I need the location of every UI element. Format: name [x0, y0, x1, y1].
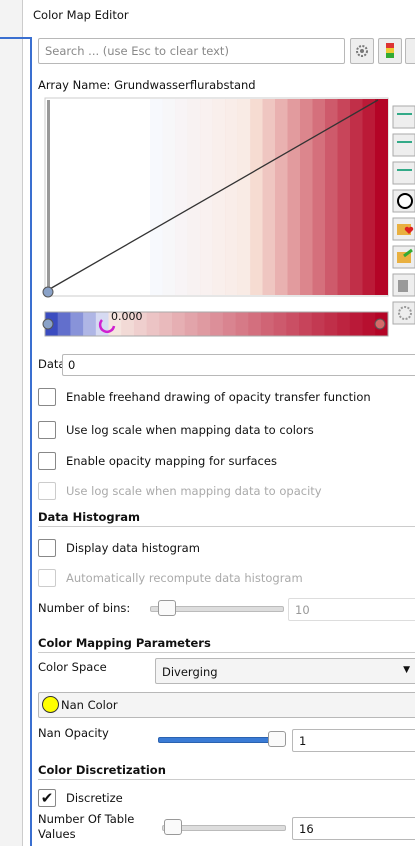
colorbar-segment — [121, 312, 135, 336]
checkbox[interactable] — [38, 539, 56, 557]
colorbar-segment — [95, 312, 110, 336]
colorbar-segment — [184, 312, 198, 336]
colorbar-segment — [222, 312, 237, 336]
colorbar-segment — [146, 312, 160, 336]
colorbar-segment — [299, 312, 313, 336]
colorbar-segment — [324, 312, 338, 336]
checkbox-label: Enable opacity mapping for surfaces — [66, 454, 277, 468]
panel-title: Color Map Editor — [33, 8, 129, 22]
color-band — [300, 99, 313, 295]
colorbar-label: 0.000 — [111, 310, 143, 323]
colorbar-segment — [311, 312, 325, 336]
dock-line — [30, 37, 32, 846]
color-band — [350, 99, 363, 295]
colorbar-segment — [349, 312, 364, 336]
slider-knob[interactable] — [164, 819, 182, 835]
color-band — [275, 99, 288, 295]
section-title: Color Mapping Parameters — [38, 636, 415, 653]
colorbar-segment — [235, 312, 249, 336]
settings-button[interactable] — [350, 38, 374, 64]
button-label: Nan Color — [61, 698, 118, 712]
search-box[interactable]: Search ... (use Esc to clear text) — [38, 38, 345, 64]
nan-color-button[interactable]: Nan Color — [38, 692, 415, 718]
color-band — [287, 99, 301, 295]
section-title: Data Histogram — [38, 510, 415, 527]
table-values-input[interactable]: 16 — [292, 817, 415, 840]
color-band — [200, 99, 213, 295]
checkbox[interactable] — [38, 421, 56, 439]
color-band — [312, 99, 326, 295]
colorbar-segment — [83, 312, 97, 336]
colorbar-segment — [70, 312, 84, 336]
color-band — [175, 99, 188, 295]
checkbox[interactable] — [38, 388, 56, 406]
color-band — [212, 99, 226, 295]
color-band — [187, 99, 201, 295]
color-space-combo[interactable]: Diverging ▼ — [155, 658, 415, 684]
bins-label: Number of bins: — [38, 601, 131, 615]
colorbar-segment — [172, 312, 186, 336]
nan-opacity-label: Nan Opacity — [38, 726, 109, 740]
color-band — [325, 99, 338, 295]
checkbox-label: Use log scale when mapping data to color… — [66, 423, 314, 437]
data-label: Data: — [38, 357, 70, 371]
bins-input[interactable]: 10 — [288, 598, 415, 621]
colorbar-segment — [362, 312, 376, 336]
color-band — [150, 99, 163, 295]
colorbar-segment — [248, 312, 262, 336]
checkbox — [38, 569, 56, 587]
combo-value: Diverging — [162, 665, 218, 679]
color-band — [262, 99, 276, 295]
checkbox[interactable] — [38, 452, 56, 470]
colorbar-segment — [210, 312, 224, 336]
checkbox-label: Enable freehand drawing of opacity trans… — [66, 390, 371, 404]
color-band — [250, 99, 263, 295]
color-band — [375, 99, 388, 295]
toolbar — [392, 104, 415, 426]
colorbar-segment — [197, 312, 211, 336]
nan-opacity-input[interactable]: 1 — [292, 729, 415, 752]
colorbar-segment — [133, 312, 148, 336]
color-band — [237, 99, 251, 295]
color-band — [225, 99, 238, 295]
checkbox-label: Discretize — [66, 791, 123, 805]
table-values-label: Number Of Table Values — [38, 812, 135, 841]
section-title: Color Discretization — [38, 763, 415, 780]
nan-opacity-slider[interactable] — [158, 737, 284, 743]
color-band — [337, 99, 351, 295]
colorbar-segment — [57, 312, 71, 336]
color-band — [362, 99, 376, 295]
more-button[interactable] — [405, 38, 415, 64]
colorbar-segment — [273, 312, 287, 336]
bins-slider[interactable] — [150, 606, 284, 612]
table-values-slider[interactable] — [162, 825, 286, 831]
dock-line — [0, 37, 31, 39]
checkbox-label: Use log scale when mapping data to opaci… — [66, 484, 322, 498]
checkbox-label: Automatically recompute data histogram — [66, 571, 303, 585]
checkbox — [38, 482, 56, 500]
colorbar-segment — [159, 312, 173, 336]
colorbar-segment — [337, 312, 351, 336]
colorbar-segment — [260, 312, 275, 336]
transfer-function-editor[interactable]: 0.000 — [38, 96, 392, 342]
side-strip — [0, 0, 23, 846]
color-band — [162, 99, 176, 295]
color-space-label: Color Space — [38, 660, 107, 674]
checkbox-label: Display data histogram — [66, 541, 200, 555]
checkbox[interactable]: ✔ — [38, 789, 56, 807]
slider-knob[interactable] — [158, 600, 176, 616]
data-input[interactable]: 0 — [62, 354, 415, 376]
array-name: Array Name: Grundwasserflurabstand — [38, 78, 256, 92]
colorbar-segment — [286, 312, 300, 336]
color-button[interactable] — [378, 38, 402, 64]
slider-knob[interactable] — [268, 731, 286, 747]
